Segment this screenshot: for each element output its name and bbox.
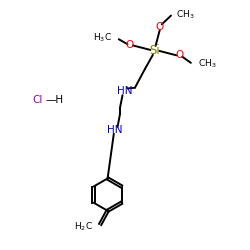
Text: O: O (176, 50, 184, 60)
Text: —H: —H (46, 95, 64, 105)
Text: HN: HN (107, 125, 123, 135)
Text: O: O (156, 22, 164, 32)
Text: O: O (126, 40, 134, 50)
Text: H$_3$C: H$_3$C (93, 32, 112, 44)
Text: H$_2$C: H$_2$C (74, 221, 93, 233)
Text: HN: HN (117, 86, 133, 97)
Text: CH$_3$: CH$_3$ (198, 58, 216, 70)
Text: Si: Si (150, 44, 160, 57)
Text: Cl: Cl (32, 95, 43, 105)
Text: CH$_3$: CH$_3$ (176, 8, 195, 20)
